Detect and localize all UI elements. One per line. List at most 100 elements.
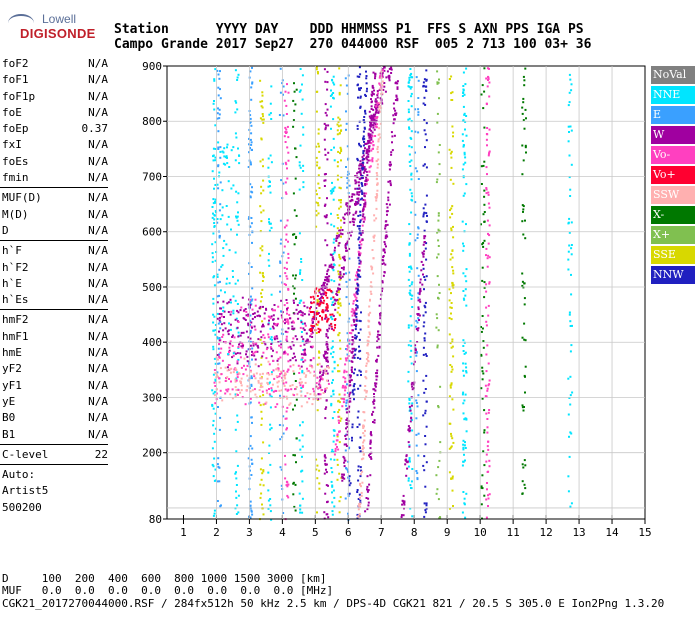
echo-point bbox=[226, 302, 229, 305]
echo-point bbox=[259, 468, 262, 471]
echo-point bbox=[247, 457, 250, 460]
echo-point bbox=[417, 178, 420, 180]
echo-point bbox=[213, 177, 215, 180]
echo-point bbox=[252, 313, 255, 315]
echo-point bbox=[211, 260, 214, 263]
echo-point bbox=[325, 399, 328, 402]
echo-point bbox=[382, 88, 385, 91]
echo-point bbox=[379, 97, 382, 100]
echo-point bbox=[435, 181, 438, 184]
echo-point bbox=[232, 295, 235, 298]
echo-point bbox=[382, 262, 385, 265]
echo-point bbox=[235, 471, 237, 474]
echo-point bbox=[374, 384, 377, 387]
echo-point bbox=[304, 375, 307, 378]
echo-point bbox=[382, 259, 385, 262]
echo-point bbox=[368, 115, 371, 118]
echo-point bbox=[385, 210, 388, 213]
echo-point bbox=[244, 403, 247, 406]
echo-point bbox=[419, 289, 422, 292]
param-label: hmE bbox=[2, 346, 22, 360]
echo-point bbox=[409, 265, 412, 268]
echo-point bbox=[217, 465, 220, 468]
echo-point bbox=[410, 105, 413, 108]
echo-point bbox=[417, 131, 420, 134]
echo-point bbox=[218, 356, 221, 359]
echo-point bbox=[301, 322, 304, 325]
echo-point bbox=[568, 455, 571, 458]
echo-point bbox=[358, 66, 361, 69]
echo-point bbox=[437, 151, 440, 154]
echo-point bbox=[276, 324, 279, 327]
echo-point bbox=[282, 352, 285, 355]
echo-point bbox=[324, 126, 327, 129]
echo-point bbox=[286, 353, 289, 356]
echo-point bbox=[408, 76, 411, 79]
echo-point bbox=[284, 141, 287, 143]
echo-point bbox=[377, 102, 380, 105]
echo-point bbox=[331, 356, 334, 359]
echo-point bbox=[372, 421, 374, 423]
echo-point bbox=[463, 341, 466, 344]
param-value: N/A bbox=[88, 362, 108, 376]
echo-point bbox=[337, 150, 340, 153]
echo-point bbox=[227, 353, 229, 356]
echo-point bbox=[465, 115, 468, 117]
echo-point bbox=[461, 220, 464, 223]
echo-point bbox=[270, 343, 273, 345]
echo-point bbox=[523, 282, 526, 285]
echo-point bbox=[425, 374, 428, 377]
echo-point bbox=[343, 218, 346, 221]
echo-point bbox=[394, 109, 397, 112]
echo-point bbox=[234, 282, 237, 285]
echo-point bbox=[257, 338, 260, 341]
echo-point bbox=[223, 239, 226, 242]
echo-point bbox=[354, 349, 357, 352]
echo-point bbox=[232, 352, 235, 355]
echo-point bbox=[378, 304, 381, 307]
echo-point bbox=[299, 89, 302, 92]
echo-point bbox=[370, 105, 373, 108]
echo-point bbox=[361, 210, 364, 213]
echo-point bbox=[359, 349, 362, 352]
echo-point bbox=[522, 466, 525, 469]
echo-point bbox=[262, 403, 265, 406]
echo-point bbox=[252, 352, 255, 355]
echo-point bbox=[521, 280, 524, 283]
echo-point bbox=[359, 96, 362, 99]
echo-point bbox=[326, 379, 328, 382]
echo-point bbox=[363, 216, 366, 219]
echo-point bbox=[365, 75, 368, 77]
echo-point bbox=[523, 303, 526, 306]
param-label: h`F2 bbox=[2, 260, 29, 274]
echo-point bbox=[323, 138, 326, 141]
echo-point bbox=[265, 389, 268, 392]
echo-point bbox=[239, 356, 242, 359]
echo-point bbox=[318, 351, 321, 354]
echo-point bbox=[367, 504, 370, 507]
echo-point bbox=[286, 312, 288, 315]
echo-point bbox=[372, 140, 374, 143]
echo-point bbox=[237, 73, 240, 76]
echo-point bbox=[277, 305, 280, 308]
echo-point bbox=[299, 384, 302, 387]
echo-point bbox=[360, 87, 362, 90]
echo-point bbox=[424, 412, 427, 415]
echo-point bbox=[286, 406, 289, 409]
echo-point bbox=[267, 166, 270, 169]
echo-point bbox=[462, 443, 465, 446]
echo-point bbox=[361, 168, 364, 171]
echo-point bbox=[417, 296, 420, 299]
echo-point bbox=[369, 456, 372, 459]
echo-point bbox=[260, 192, 263, 195]
echo-point bbox=[312, 398, 315, 401]
echo-point bbox=[318, 288, 321, 291]
echo-point bbox=[486, 431, 489, 434]
echo-point bbox=[359, 203, 362, 206]
echo-point bbox=[337, 299, 340, 302]
echo-point bbox=[234, 251, 237, 254]
echo-point bbox=[299, 269, 302, 272]
echo-point bbox=[464, 161, 467, 164]
echo-point bbox=[369, 117, 372, 119]
echo-point bbox=[256, 344, 259, 347]
